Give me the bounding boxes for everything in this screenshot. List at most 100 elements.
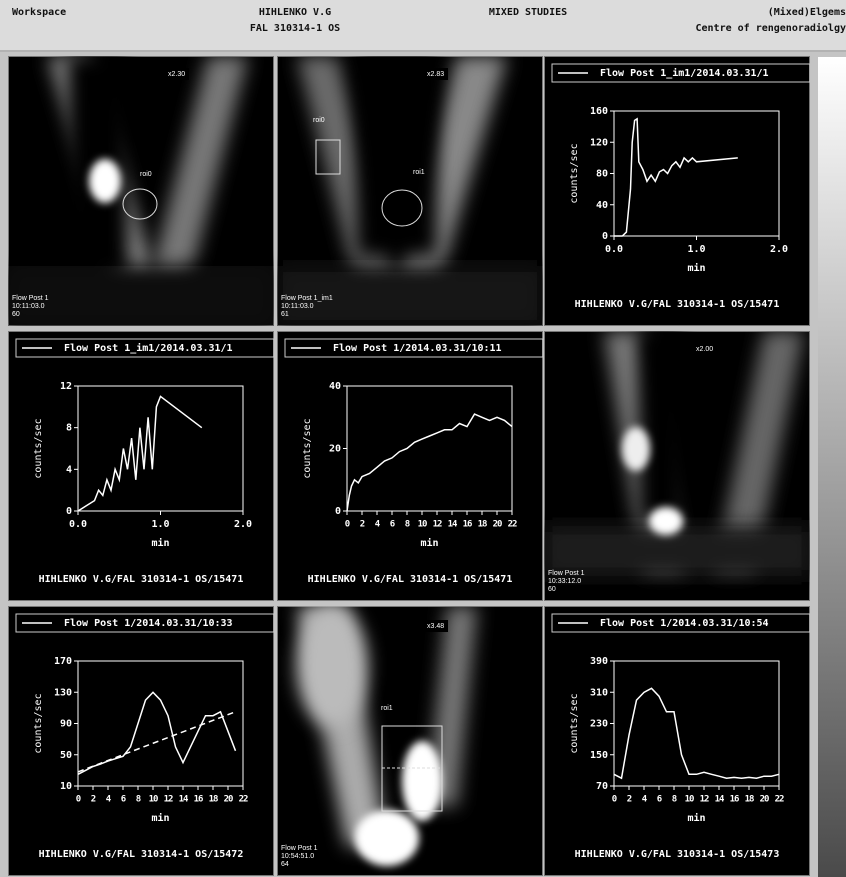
y-tick-label: 20 xyxy=(329,444,341,455)
scan-region xyxy=(639,331,684,521)
x-tick-label: 10 xyxy=(685,795,694,805)
panel: Flow Post 1_im1/2014.03.31/1048120.01.02… xyxy=(8,331,274,601)
x-tick-label: 2.0 xyxy=(770,244,788,255)
panel-bg xyxy=(8,331,274,601)
x-axis-label: min xyxy=(151,812,169,824)
x-tick-label: 1.0 xyxy=(151,519,169,530)
y-tick-label: 4 xyxy=(66,464,72,475)
y-axis-label: counts/sec xyxy=(33,418,44,478)
y-tick-label: 0 xyxy=(602,231,608,242)
legend-label: Flow Post 1/2014.03.31/10:33 xyxy=(64,618,233,629)
x-tick-label: 16 xyxy=(194,795,203,805)
patient: HIHLENKO V.G xyxy=(259,7,331,18)
y-tick-label: 0 xyxy=(66,506,72,517)
x-axis-label: min xyxy=(420,537,438,549)
screen: Workspace HIHLENKO V.G FAL 310314-1 OS M… xyxy=(0,0,846,877)
x-tick-label: 8 xyxy=(136,795,141,805)
y-axis-label: counts/sec xyxy=(302,418,313,478)
y-tick-label: 90 xyxy=(60,719,72,730)
scan-region xyxy=(297,606,367,726)
y-tick-label: 130 xyxy=(54,687,72,698)
x-tick-label: 2.0 xyxy=(234,519,252,530)
panel: x2.30roi0Flow Post 110:11:03.060 xyxy=(8,56,274,326)
image-footer: 60 xyxy=(548,586,556,593)
image-footer: 64 xyxy=(281,861,289,868)
image-footer: 10:54:51.0 xyxy=(281,853,314,860)
image-footer: Flow Post 1 xyxy=(548,570,585,577)
panel-bg xyxy=(8,606,274,876)
y-tick-label: 310 xyxy=(590,687,608,698)
y-tick-label: 40 xyxy=(596,200,608,211)
x-tick-label: 2 xyxy=(91,795,96,805)
y-tick-label: 8 xyxy=(66,423,72,434)
y-tick-label: 10 xyxy=(60,781,72,792)
x-tick-label: 0.0 xyxy=(605,244,623,255)
chart-footer: HIHLENKO V.G/FAL 310314-1 OS/15471 xyxy=(39,574,244,585)
image-footer: Flow Post 1_im1 xyxy=(281,295,333,302)
x-tick-label: 12 xyxy=(164,795,173,805)
x-tick-label: 10 xyxy=(418,520,427,530)
x-tick-label: 12 xyxy=(433,520,442,530)
x-tick-label: 22 xyxy=(775,795,784,805)
workspace: Workspace xyxy=(12,7,66,18)
y-tick-label: 150 xyxy=(590,750,608,761)
x-tick-label: 18 xyxy=(478,520,487,530)
roi-label: roi0 xyxy=(140,171,152,178)
study: MIXED STUDIES xyxy=(489,7,567,18)
y-tick-label: 50 xyxy=(60,750,72,761)
y-tick-label: 40 xyxy=(329,381,341,392)
zoom-label: x2.00 xyxy=(696,346,713,353)
image-footer: 10:11:03.0 xyxy=(281,303,314,310)
zoom-label: x2.83 xyxy=(427,71,444,78)
color-scale xyxy=(818,57,846,877)
study-id: FAL 310314-1 OS xyxy=(250,23,340,34)
x-tick-label: 20 xyxy=(224,795,233,805)
scan-region xyxy=(402,741,442,821)
chart-footer: HIHLENKO V.G/FAL 310314-1 OS/15471 xyxy=(575,299,780,310)
x-tick-label: 16 xyxy=(463,520,472,530)
y-tick-label: 120 xyxy=(590,137,608,148)
x-tick-label: 0.0 xyxy=(69,519,87,530)
image-footer: 10:33:12.0 xyxy=(548,578,581,585)
roi-label: roi1 xyxy=(413,169,425,176)
x-tick-label: 0 xyxy=(76,795,81,805)
legend-label: Flow Post 1/2014.03.31/10:11 xyxy=(333,343,502,354)
x-tick-label: 6 xyxy=(121,795,126,805)
panel: Flow Post 1/2014.03.31/10:54701502303103… xyxy=(544,606,810,876)
x-axis-label: min xyxy=(151,537,169,549)
panel-bg xyxy=(544,606,810,876)
scan-region xyxy=(355,810,419,866)
panel-bg xyxy=(544,56,810,326)
x-tick-label: 18 xyxy=(209,795,218,805)
x-axis-label: min xyxy=(687,812,705,824)
legend-label: Flow Post 1_im1/2014.03.31/1 xyxy=(64,342,233,354)
image-footer: 10:11:03.0 xyxy=(12,303,45,310)
scan-region xyxy=(649,507,683,535)
roi-label: roi0 xyxy=(313,117,325,124)
x-tick-label: 6 xyxy=(657,795,662,805)
zoom-label: x3.48 xyxy=(427,623,444,630)
centre: Centre of rengenoradiolgy xyxy=(695,22,846,34)
panel-bg xyxy=(277,331,543,601)
x-tick-label: 22 xyxy=(239,795,248,805)
x-tick-label: 2 xyxy=(627,795,632,805)
y-tick-label: 70 xyxy=(596,781,608,792)
zoom-label: x2.30 xyxy=(168,71,185,78)
chart-footer: HIHLENKO V.G/FAL 310314-1 OS/15471 xyxy=(308,574,513,585)
image-footer: Flow Post 1 xyxy=(12,295,49,302)
y-tick-label: 170 xyxy=(54,656,72,667)
chart-footer: HIHLENKO V.G/FAL 310314-1 OS/15472 xyxy=(39,849,244,860)
legend-label: Flow Post 1_im1/2014.03.31/1 xyxy=(600,67,769,79)
y-axis-label: counts/sec xyxy=(569,693,580,753)
vendor: (Mixed)Elgems xyxy=(768,6,846,18)
y-tick-label: 0 xyxy=(335,506,341,517)
x-tick-label: 20 xyxy=(493,520,502,530)
x-tick-label: 22 xyxy=(508,520,517,530)
panel: x2.83 roi0 roi1 Flow Post 1_im110:11:03.061 xyxy=(277,56,543,326)
image-footer: 61 xyxy=(281,311,289,318)
x-tick-label: 0 xyxy=(345,520,350,530)
scan-region xyxy=(622,427,650,471)
scan-region xyxy=(357,56,437,256)
